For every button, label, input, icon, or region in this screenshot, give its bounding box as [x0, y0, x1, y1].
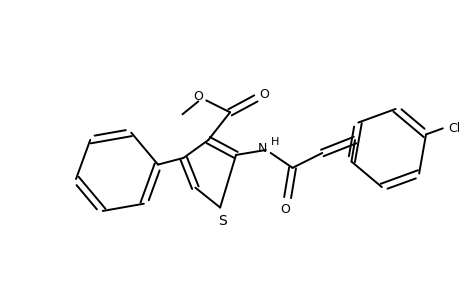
Text: N: N: [257, 142, 267, 154]
Text: O: O: [280, 203, 290, 216]
Text: S: S: [217, 214, 226, 228]
Text: Cl: Cl: [448, 122, 459, 135]
Text: O: O: [193, 90, 203, 103]
Text: O: O: [258, 88, 268, 101]
Text: H: H: [270, 137, 279, 147]
